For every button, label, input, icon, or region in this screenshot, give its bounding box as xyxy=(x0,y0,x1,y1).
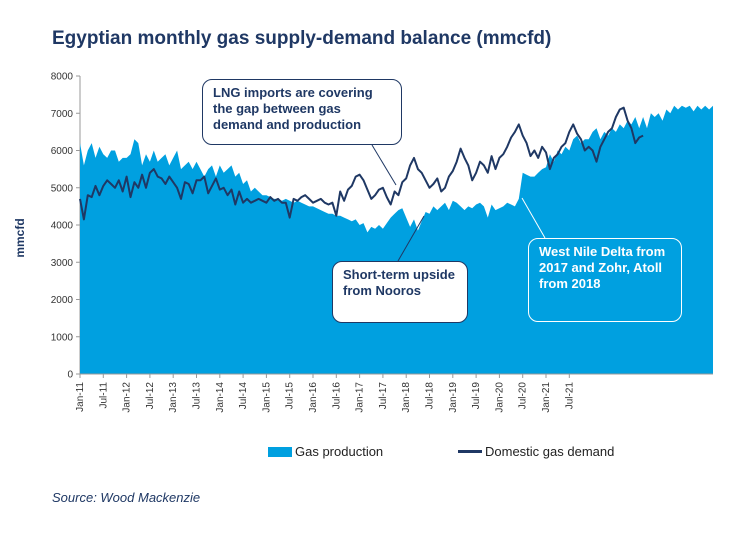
legend-production-swatch xyxy=(268,446,292,457)
x-tick-label: Jul-12 xyxy=(145,382,156,410)
x-tick-label: Jan-21 xyxy=(541,382,552,413)
y-tick-label: 2000 xyxy=(51,295,74,306)
legend-demand-swatch xyxy=(458,450,482,453)
annotation-nooros-text: Short-term upside from Nooros xyxy=(343,267,455,298)
source-note: Source: Wood Mackenzie xyxy=(52,490,201,505)
annotation-lng-pointer xyxy=(371,144,397,186)
x-tick-label: Jul-19 xyxy=(471,382,482,410)
annotation-lng-text: LNG imports are covering the gap between… xyxy=(213,85,373,132)
x-tick-label: Jan-11 xyxy=(75,382,86,412)
y-axis-label: mmcfd xyxy=(13,218,27,257)
y-tick-label: 0 xyxy=(67,370,73,381)
legend-production: Gas production xyxy=(268,444,383,459)
y-tick-label: 4000 xyxy=(51,221,74,232)
x-tick-label: Jan-20 xyxy=(494,382,505,413)
y-axis: 0 1000 2000 3000 4000 5000 6000 7000 8000 xyxy=(51,72,81,381)
y-tick-label: 8000 xyxy=(51,72,74,83)
annotation-west-nile-pointer xyxy=(521,197,546,239)
annotation-west-nile: West Nile Delta from 2017 and Zohr, Atol… xyxy=(528,238,682,322)
x-axis: Jan-11 Jul-11 Jan-12 Jul-12 Jan-13 Jul-13 Jan-… xyxy=(75,373,713,413)
x-tick-label: Jan-15 xyxy=(261,382,272,413)
y-tick-label: 5000 xyxy=(51,183,74,194)
x-tick-label: Jul-17 xyxy=(378,382,389,410)
x-tick-label: Jul-20 xyxy=(518,382,529,410)
x-tick-label: Jan-13 xyxy=(168,382,179,413)
x-tick-label: Jul-13 xyxy=(192,382,203,410)
annotation-nooros-pointer xyxy=(397,215,425,262)
legend-demand: Domestic gas demand xyxy=(458,444,614,459)
annotation-lng: LNG imports are covering the gap between… xyxy=(202,79,402,145)
legend-demand-label: Domestic gas demand xyxy=(485,444,615,459)
x-tick-label: Jan-17 xyxy=(355,382,366,413)
annotation-west-nile-text: West Nile Delta from 2017 and Zohr, Atol… xyxy=(539,244,666,291)
x-tick-label: Jul-11 xyxy=(98,382,109,409)
legend-production-label: Gas production xyxy=(295,444,384,459)
x-tick-label: Jan-14 xyxy=(215,382,226,413)
x-tick-label: Jan-16 xyxy=(308,382,319,413)
y-tick-label: 1000 xyxy=(51,332,74,343)
series-demand-line xyxy=(79,106,644,221)
x-tick-label: Jul-15 xyxy=(285,382,296,410)
x-tick-label: Jan-18 xyxy=(401,382,412,413)
annotation-nooros: Short-term upside from Nooros xyxy=(332,261,468,323)
y-tick-label: 6000 xyxy=(51,146,74,157)
x-tick-label: Jul-14 xyxy=(238,382,249,410)
y-tick-label: 3000 xyxy=(51,258,74,269)
y-tick-label: 7000 xyxy=(51,109,74,120)
chart-title: Egyptian monthly gas supply-demand balan… xyxy=(52,28,552,49)
x-tick-label: Jan-12 xyxy=(122,382,133,413)
x-tick-label: Jul-16 xyxy=(331,382,342,410)
x-tick-label: Jul-21 xyxy=(564,382,575,410)
x-tick-label: Jul-18 xyxy=(425,382,436,410)
x-tick-label: Jan-19 xyxy=(448,382,459,413)
